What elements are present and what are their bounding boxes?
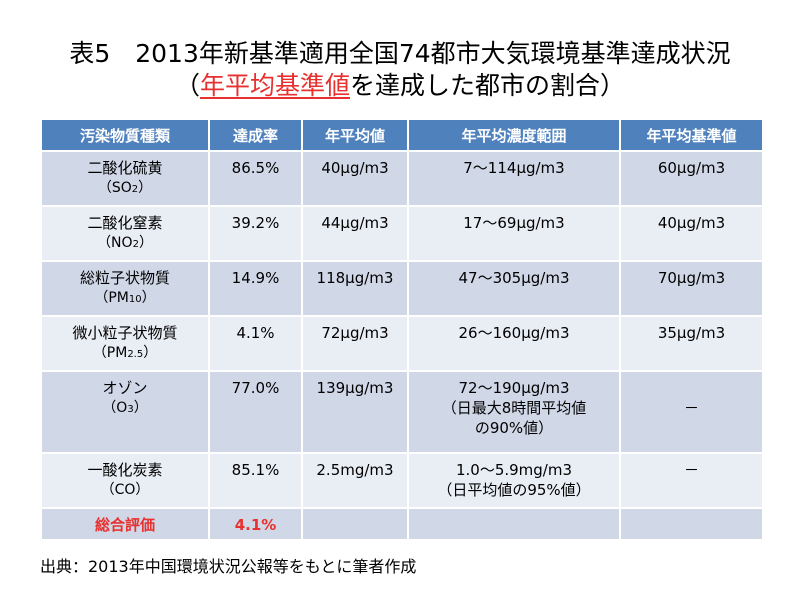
- rate-cell: 14.9%: [208, 260, 303, 317]
- header-pollutant: 汚染物質種類: [40, 118, 210, 152]
- pollutant-formula: （PM10）: [46, 288, 204, 310]
- formula-close: ）: [135, 482, 150, 498]
- range-note: （日最大8時間平均値の90%値）: [441, 399, 587, 437]
- avg-cell: 139μg/m3: [301, 370, 409, 454]
- formula-close: ）: [143, 345, 158, 361]
- title-line-1: 表5 2013年新基準適用全国74都市大気環境基準達成状況: [69, 39, 731, 68]
- pollutant-cell: 二酸化硫黄 （SO2）: [40, 150, 210, 207]
- formula-subscript: 2.5: [127, 349, 144, 360]
- empty-cell: [619, 507, 764, 541]
- range-value: 47～305μg/m3: [458, 269, 570, 287]
- pollutant-formula: （O3）: [46, 398, 204, 420]
- avg-cell: 44μg/m3: [301, 205, 409, 262]
- rate-cell: 4.1%: [208, 315, 303, 372]
- formula-open: （O: [102, 400, 128, 416]
- table-row: 微小粒子状物質 （PM2.5） 4.1% 72μg/m3 26～160μg/m3…: [40, 315, 764, 372]
- table-row: 総粒子状物質 （PM10） 14.9% 118μg/m3 47～305μg/m3…: [40, 260, 764, 317]
- table-row: 二酸化硫黄 （SO2） 86.5% 40μg/m3 7～114μg/m3 60μ…: [40, 150, 764, 207]
- table-header-row: 汚染物質種類 達成率 年平均値 年平均濃度範囲 年平均基準値: [40, 118, 764, 152]
- range-value: 7～114μg/m3: [463, 159, 565, 177]
- pollutant-cell: 総粒子状物質 （PM10）: [40, 260, 210, 317]
- formula-subscript: 3: [127, 404, 134, 415]
- formula-subscript: 2: [131, 184, 139, 195]
- empty-cell: [407, 507, 621, 541]
- pollutant-name: 二酸化硫黄: [87, 159, 163, 177]
- pollutant-formula: （CO）: [46, 480, 204, 502]
- table-row-total: 総合評価 4.1%: [40, 507, 764, 541]
- formula-open: （CO: [100, 482, 136, 498]
- pollutant-name: 二酸化窒素: [87, 214, 163, 232]
- standard-cell: 60μg/m3: [619, 150, 764, 207]
- formula-close: ）: [138, 180, 153, 196]
- title-highlight: 年平均基準値: [199, 71, 350, 100]
- rate-cell: 86.5%: [208, 150, 303, 207]
- avg-cell: 72μg/m3: [301, 315, 409, 372]
- rate-cell: 85.1%: [208, 452, 303, 509]
- table-row: 一酸化炭素 （CO） 85.1% 2.5mg/m3 1.0～5.9mg/m3 （…: [40, 452, 764, 509]
- formula-open: （PM: [92, 345, 128, 361]
- pollutant-name: 微小粒子状物質: [72, 324, 178, 342]
- formula-close: ）: [138, 235, 153, 251]
- range-cell: 1.0～5.9mg/m3 （日平均値の95%値）: [407, 452, 621, 509]
- formula-subscript: 10: [128, 294, 142, 305]
- standard-cell: －: [619, 370, 764, 454]
- pollutant-name: オゾン: [102, 379, 148, 397]
- range-value: 1.0～5.9mg/m3: [455, 461, 573, 479]
- title-rest: を達成した都市の割合）: [350, 71, 626, 100]
- empty-cell: [301, 507, 409, 541]
- formula-open: （SO: [97, 180, 132, 196]
- header-rate: 達成率: [208, 118, 303, 152]
- formula-close: ）: [133, 400, 148, 416]
- avg-cell: 40μg/m3: [301, 150, 409, 207]
- standards-table: 汚染物質種類 達成率 年平均値 年平均濃度範囲 年平均基準値 二酸化硫黄 （SO…: [40, 118, 764, 541]
- formula-open: （NO: [97, 235, 133, 251]
- header-range: 年平均濃度範囲: [407, 118, 621, 152]
- range-value: 26～160μg/m3: [458, 324, 570, 342]
- range-value: 72～190μg/m3: [458, 379, 570, 397]
- header-standard: 年平均基準値: [619, 118, 764, 152]
- pollutant-name: 総粒子状物質: [79, 269, 170, 287]
- pollutant-formula: （SO2）: [46, 178, 204, 200]
- table-row: オゾン （O3） 77.0% 139μg/m3 72～190μg/m3 （日最大…: [40, 370, 764, 454]
- formula-subscript: 2: [132, 239, 139, 250]
- rate-cell: 77.0%: [208, 370, 303, 454]
- formula-open: （PM: [94, 290, 129, 306]
- range-cell: 17～69μg/m3: [407, 205, 621, 262]
- pollutant-cell: オゾン （O3）: [40, 370, 210, 454]
- header-annual-avg: 年平均値: [301, 118, 409, 152]
- title-open-paren: （: [174, 71, 200, 100]
- avg-cell: 118μg/m3: [301, 260, 409, 317]
- pollutant-name: 一酸化炭素: [87, 461, 163, 479]
- pollutant-formula: （PM2.5）: [46, 343, 204, 365]
- formula-close: ）: [141, 290, 156, 306]
- standard-dash: －: [683, 399, 699, 417]
- standard-cell: 35μg/m3: [619, 315, 764, 372]
- source-note: 出典：2013年中国環境状況公報等をもとに筆者作成: [40, 557, 417, 576]
- standard-cell: 70μg/m3: [619, 260, 764, 317]
- range-value: 17～69μg/m3: [463, 214, 565, 232]
- avg-cell: 2.5mg/m3: [301, 452, 409, 509]
- pollutant-cell: 微小粒子状物質 （PM2.5）: [40, 315, 210, 372]
- slide-title: 表5 2013年新基準適用全国74都市大気環境基準達成状況 （年平均基準値を達成…: [0, 38, 800, 102]
- total-label: 総合評価: [40, 507, 210, 541]
- range-note: （日平均値の95%値）: [437, 481, 591, 499]
- total-rate: 4.1%: [208, 507, 303, 541]
- range-cell: 72～190μg/m3 （日最大8時間平均値の90%値）: [407, 370, 621, 454]
- standard-cell: －: [619, 452, 764, 509]
- range-cell: 47～305μg/m3: [407, 260, 621, 317]
- range-cell: 7～114μg/m3: [407, 150, 621, 207]
- rate-cell: 39.2%: [208, 205, 303, 262]
- standard-cell: 40μg/m3: [619, 205, 764, 262]
- pollutant-cell: 二酸化窒素 （NO2）: [40, 205, 210, 262]
- table-row: 二酸化窒素 （NO2） 39.2% 44μg/m3 17～69μg/m3 40μ…: [40, 205, 764, 262]
- pollutant-cell: 一酸化炭素 （CO）: [40, 452, 210, 509]
- title-line-2: （年平均基準値を達成した都市の割合）: [0, 70, 800, 102]
- pollutant-formula: （NO2）: [46, 233, 204, 255]
- range-cell: 26～160μg/m3: [407, 315, 621, 372]
